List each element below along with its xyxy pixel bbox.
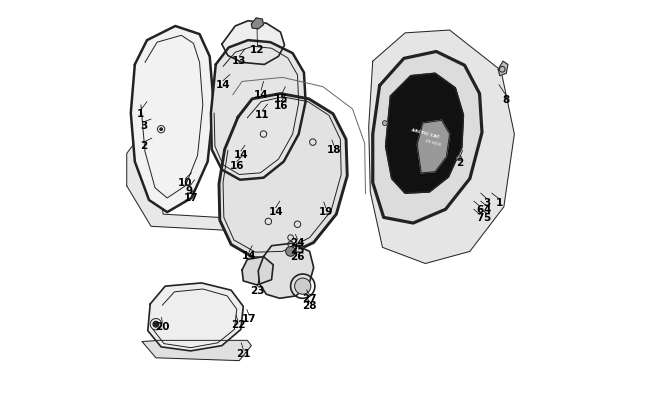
Polygon shape [131, 27, 214, 213]
Polygon shape [127, 138, 232, 231]
Polygon shape [417, 121, 450, 173]
Circle shape [160, 129, 162, 131]
Text: 9: 9 [186, 185, 193, 195]
Polygon shape [385, 74, 463, 194]
Polygon shape [369, 31, 514, 264]
Text: ZR 6000: ZR 6000 [425, 139, 442, 147]
Text: 23: 23 [250, 285, 265, 295]
Polygon shape [222, 22, 285, 65]
Text: 5: 5 [483, 212, 491, 222]
Polygon shape [252, 19, 263, 30]
Text: 15: 15 [274, 94, 289, 103]
Text: 16: 16 [229, 160, 244, 171]
Polygon shape [211, 41, 306, 180]
Text: 27: 27 [302, 293, 317, 303]
Text: 18: 18 [327, 144, 341, 154]
Text: 26: 26 [291, 252, 305, 262]
Text: 20: 20 [155, 322, 170, 331]
Text: 8: 8 [502, 95, 510, 104]
Text: 19: 19 [318, 207, 333, 216]
Text: 10: 10 [178, 177, 192, 187]
Text: 14: 14 [242, 251, 256, 261]
Polygon shape [242, 257, 273, 285]
Text: ARCTIC CAT: ARCTIC CAT [411, 128, 439, 139]
Text: 16: 16 [274, 101, 289, 111]
Polygon shape [372, 52, 482, 224]
Polygon shape [148, 283, 243, 351]
Text: 14: 14 [233, 150, 248, 160]
Circle shape [382, 122, 387, 126]
Text: 17: 17 [183, 192, 198, 202]
Text: 25: 25 [291, 245, 305, 255]
Text: 13: 13 [232, 55, 246, 66]
Circle shape [286, 247, 296, 257]
Text: 22: 22 [231, 320, 245, 329]
Text: 4: 4 [483, 205, 491, 215]
Circle shape [153, 322, 159, 327]
Text: 1: 1 [495, 198, 502, 207]
Polygon shape [258, 244, 314, 298]
Text: 2: 2 [456, 158, 463, 168]
Text: 14: 14 [216, 80, 230, 90]
Text: 11: 11 [255, 109, 270, 119]
Polygon shape [498, 62, 508, 77]
Text: 3: 3 [483, 198, 491, 207]
Text: 7: 7 [476, 213, 483, 223]
Text: 6: 6 [476, 205, 483, 215]
Text: 17: 17 [242, 313, 256, 323]
Text: 1: 1 [137, 109, 144, 119]
Text: 24: 24 [290, 238, 305, 248]
Text: 14: 14 [254, 90, 268, 99]
Polygon shape [142, 341, 252, 361]
Text: 2: 2 [140, 141, 148, 151]
Polygon shape [219, 94, 347, 258]
Text: 14: 14 [268, 207, 283, 216]
Text: 28: 28 [302, 301, 317, 310]
Text: 21: 21 [236, 347, 250, 358]
Circle shape [457, 156, 462, 161]
Text: 3: 3 [140, 121, 148, 131]
Circle shape [294, 278, 311, 294]
Text: 12: 12 [250, 45, 265, 55]
